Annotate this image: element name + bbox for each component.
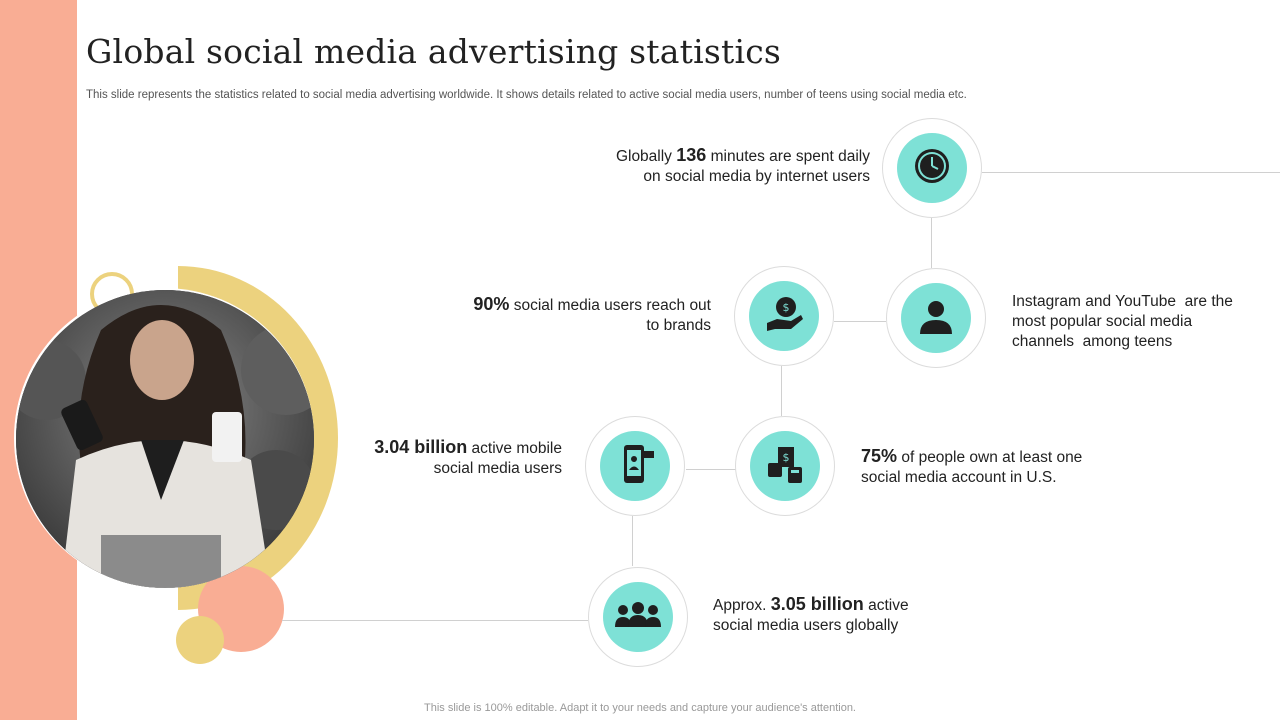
- page-subtitle: This slide represents the statistics rel…: [86, 89, 967, 101]
- stat-mobile-text: 3.04 billion active mobile social media …: [300, 437, 562, 479]
- stat-brands-text: 90% social media users reach out to bran…: [420, 294, 711, 336]
- connector-line: [632, 516, 633, 566]
- connector-line: [781, 366, 782, 416]
- stat-global-text: Approx. 3.05 billion active social media…: [713, 594, 973, 636]
- woman-with-phone-photo: [16, 290, 314, 588]
- stat-node-mobile: [585, 416, 685, 516]
- stat-mobile-post: active mobile: [467, 440, 562, 457]
- footer-note: This slide is 100% editable. Adapt it to…: [424, 702, 856, 714]
- stat-minutes-value: 136: [676, 145, 707, 165]
- person-icon: [916, 296, 956, 341]
- stat-brands-value: 90%: [473, 294, 510, 314]
- smartphone-icon: [614, 443, 656, 490]
- stat-node-brands: $: [734, 266, 834, 366]
- stat-minutes-post: minutes are spent daily: [706, 148, 870, 165]
- stat-minutes-text: Globally 136 minutes are spent daily on …: [560, 145, 870, 187]
- stat-global-post: active: [863, 597, 909, 614]
- stat-node-minutes: [882, 118, 982, 218]
- stat-account-text: 75% of people own at least one social me…: [861, 446, 1161, 488]
- connector-line: [931, 218, 932, 268]
- stat-node-teens: [886, 268, 986, 368]
- stat-account-value: 75%: [861, 446, 898, 466]
- page-title: Global social media advertising statisti…: [86, 32, 782, 71]
- stat-mobile-value: 3.04 billion: [374, 437, 468, 457]
- clock-icon: [912, 146, 952, 191]
- stat-global-pre: Approx.: [713, 597, 771, 614]
- stat-teens-line2: most popular social media: [1012, 313, 1193, 330]
- svg-text:$: $: [783, 301, 790, 314]
- group-icon: [613, 595, 663, 640]
- stat-minutes-pre: Globally: [615, 148, 677, 165]
- stat-brands-post: social media users reach out: [509, 297, 711, 314]
- money-hand-icon: $: [763, 293, 805, 340]
- connector-line: [686, 469, 736, 470]
- stat-teens-line3: channels among teens: [1012, 333, 1173, 350]
- stat-global-line2: social media users globally: [713, 617, 899, 634]
- stat-minutes-line2: on social media by internet users: [643, 168, 870, 185]
- stat-global-value: 3.05 billion: [770, 594, 864, 614]
- connector-line: [834, 321, 886, 322]
- stat-account-line2: social media account in U.S.: [861, 469, 1057, 486]
- stat-teens-line1: Instagram and YouTube are the: [1012, 293, 1233, 310]
- stat-node-account: $: [735, 416, 835, 516]
- stat-node-global: [588, 567, 688, 667]
- connector-line: [282, 620, 588, 621]
- connector-line: [982, 172, 1280, 173]
- stat-teens-text: Instagram and YouTube are the most popul…: [1012, 292, 1262, 352]
- svg-text:$: $: [783, 451, 790, 464]
- decorative-yellow-dot: [176, 616, 224, 664]
- stat-mobile-line2: social media users: [433, 460, 562, 477]
- stat-brands-line2: to brands: [646, 317, 711, 334]
- stat-account-post: of people own at least one: [897, 449, 1083, 466]
- finance-icon: $: [764, 443, 806, 490]
